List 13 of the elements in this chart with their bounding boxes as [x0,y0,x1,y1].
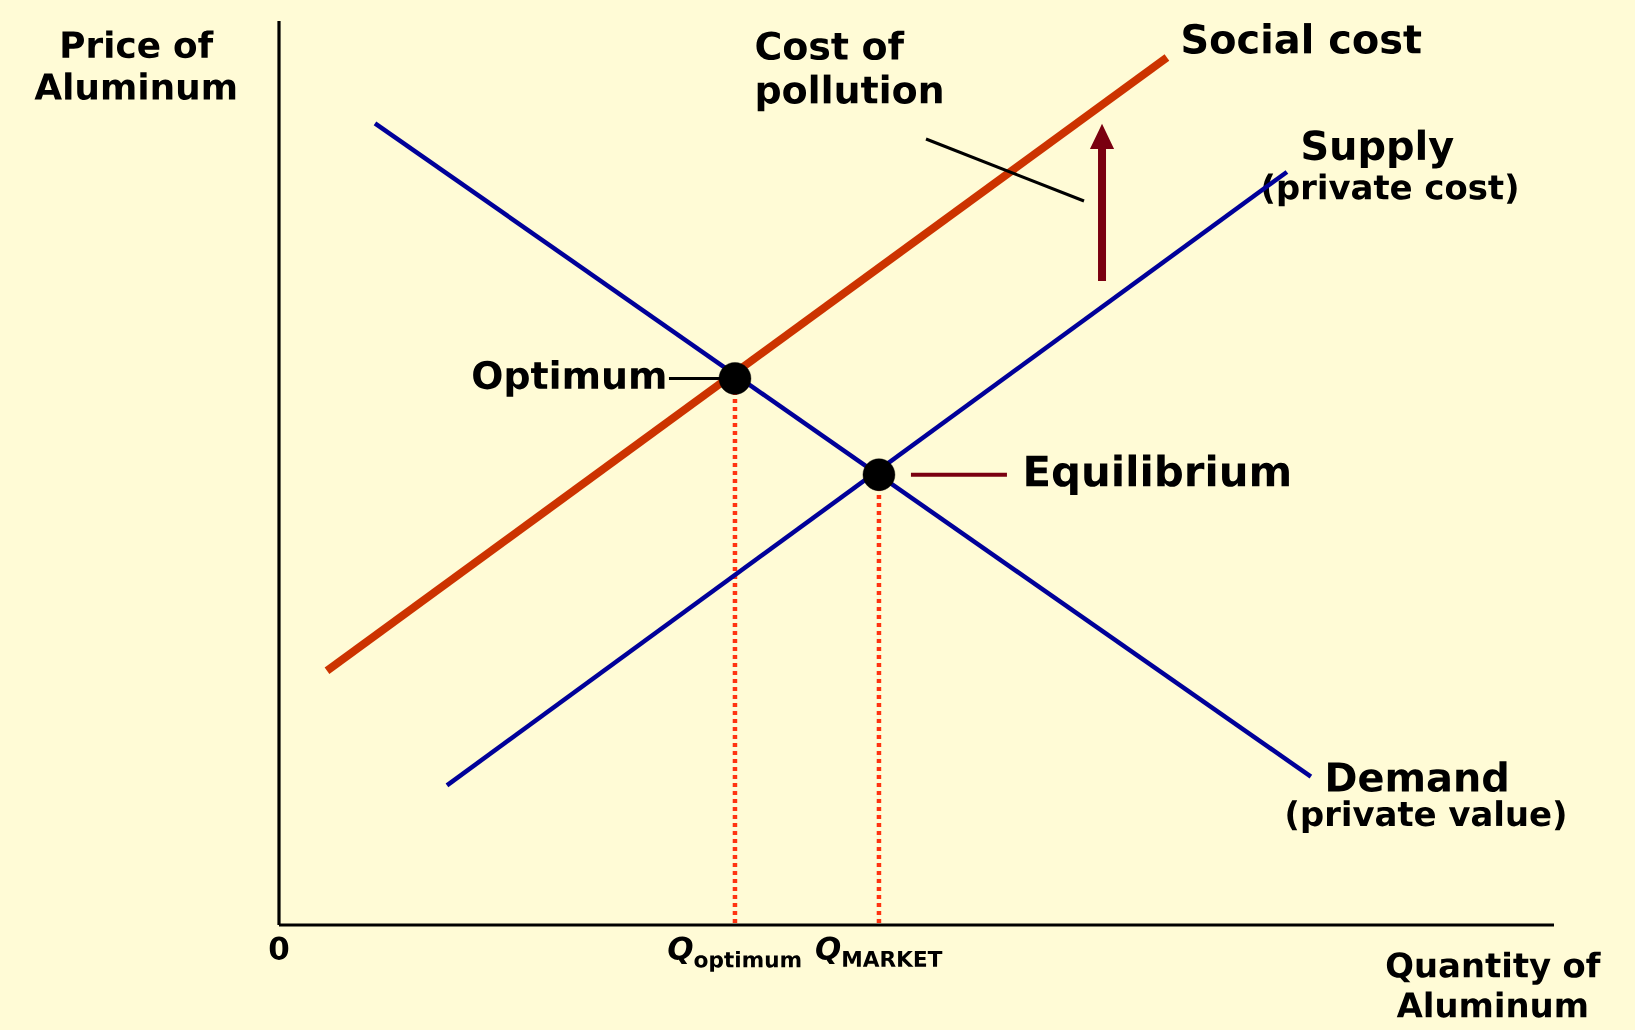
x-axis-title: Quantity of Aluminum [1386,951,1601,1018]
annotation: (private value) [1287,800,1565,833]
series-label: Social cost [1183,23,1422,54]
series-label: Supply [1303,129,1454,169]
y-axis-title: Price of Aluminum [34,30,236,101]
x-tick-label: Q$_{optimum}$ [668,936,801,972]
annotation: Cost of pollution [756,30,942,112]
x-tick-label: 0 [269,936,289,960]
annotation: Equilibrium [1026,454,1289,495]
series-label: Demand [1328,761,1507,793]
x-tick-label: Q$_{MARKET}$ [816,936,943,967]
annotation: (private cost) [1263,173,1517,207]
annotation: Optimum [473,360,665,397]
